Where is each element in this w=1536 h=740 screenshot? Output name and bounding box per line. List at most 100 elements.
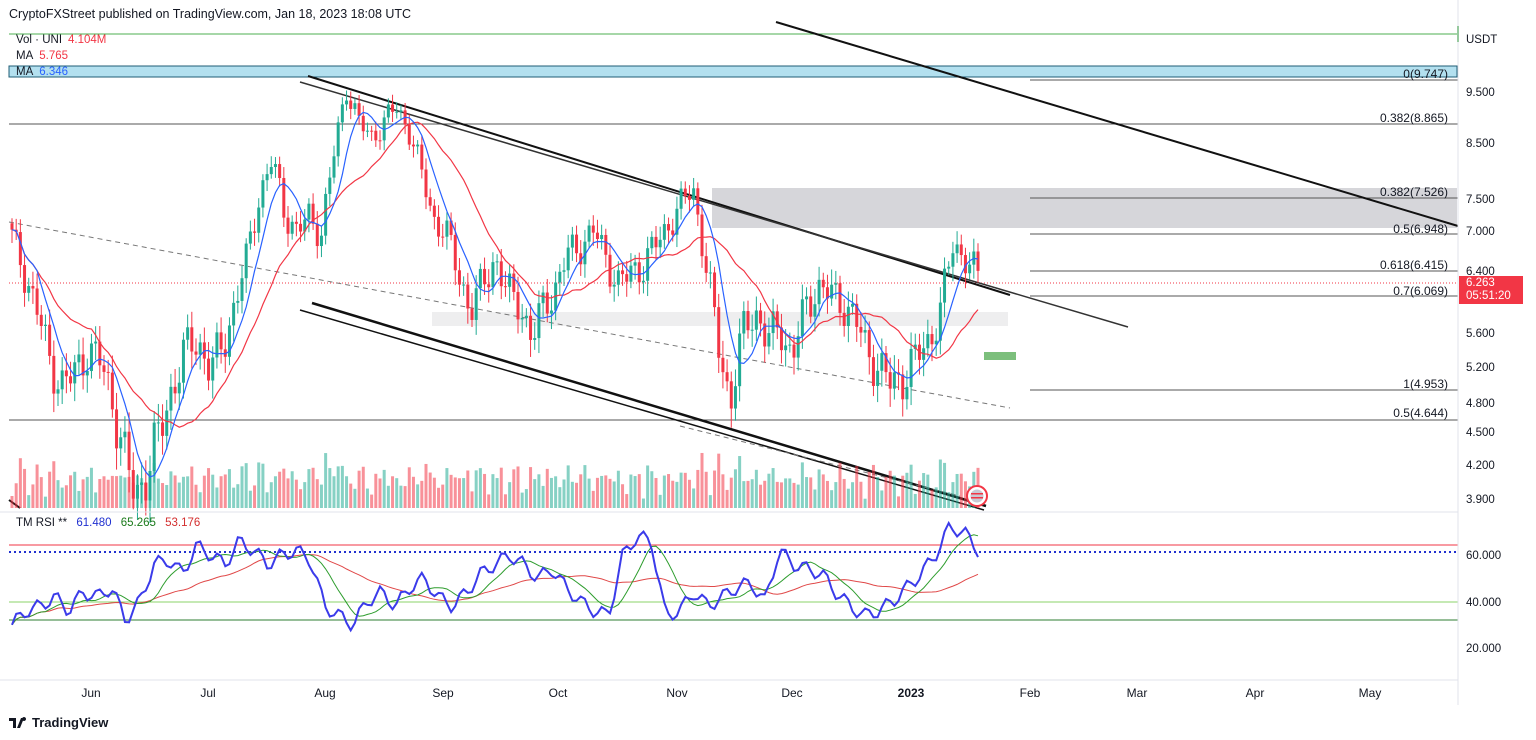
candle-body [286,217,290,234]
candle-body [934,340,938,345]
candle-body [675,208,679,235]
volume-bar [963,481,967,508]
volume-bar [813,489,817,508]
volume-bar [637,474,641,508]
us-flag-icon[interactable] [966,485,988,507]
volume-bar [328,468,332,508]
volume-bar [248,490,252,508]
candle-body [558,271,562,283]
volume-bar [834,482,838,508]
candle-body [696,188,700,215]
volume-bar [600,475,604,508]
volume-bar [81,479,85,508]
candle-body [692,188,696,200]
volume-bar [767,473,771,508]
candle-body [876,370,880,386]
volume-bar [232,487,236,508]
candle-body [495,261,499,263]
legend-ma-fast-label: MA [16,66,34,78]
candle-body [457,270,461,285]
publisher-header: CryptoFXStreet published on TradingView.… [9,7,412,21]
volume-bar [708,495,712,508]
ma-slow-line [11,121,979,428]
volume-bar [629,474,633,508]
candle-body [144,482,148,501]
fib-label: 0(9.747) [1403,67,1448,81]
candle-body [123,431,127,438]
volume-bar [633,476,637,508]
candle-body [570,234,574,248]
candle-body [775,311,779,328]
volume-bar [207,468,211,508]
candle-body [583,241,587,265]
fib-label: 0.618(6.415) [1380,258,1448,272]
candle-body [207,358,211,381]
candle-body [315,223,319,247]
volume-bar [825,480,829,508]
volume-bar [595,477,599,508]
candle-body [483,268,487,285]
candle-body [658,239,662,248]
volume-bar [119,475,123,508]
volume-bar [48,471,52,508]
volume-bar [520,492,524,508]
candle-body [892,372,896,389]
volume-bar [608,478,612,508]
volume-bar [721,474,725,508]
volume-bar [704,471,708,508]
volume-bar [754,469,758,508]
volume-bar [152,462,156,508]
volume-bar [365,488,369,508]
volume-bar [700,452,704,508]
candle-body [140,482,144,485]
candle-body [244,243,248,279]
volume-bar [156,478,160,508]
candle-body [223,349,227,357]
price-tick-label: 7.500 [1466,194,1495,206]
candle-body [131,470,135,499]
volume-bar [591,490,595,508]
candle-body [721,357,725,373]
volume-bar [876,476,880,508]
footer-brand: TradingView [32,715,109,730]
tradingview-logo[interactable]: TradingView [9,715,108,730]
time-tick-label: Nov [666,686,687,700]
volume-bar [604,475,608,508]
legend-vol: Vol · UNI 4.104M [16,33,106,48]
candle-body [156,422,160,424]
volume-bar [922,473,926,508]
volume-bar [959,473,963,508]
candle-body [943,268,947,303]
volume-bar [943,462,947,508]
volume-bar [947,492,951,508]
candle-body [520,317,524,320]
volume-bar [273,476,277,508]
price-tick-label: 8.500 [1466,138,1495,150]
volume-bar [428,472,432,508]
candle-body [545,292,549,314]
countdown-value: 05:51:20 [1466,290,1511,302]
volume-bar [177,482,181,508]
volume-bar [746,480,750,508]
volume-bar [658,494,662,508]
candle-body [976,251,980,271]
tradingview-icon [9,716,27,729]
candle-body [353,103,357,109]
candle-body [399,110,403,112]
fib-label: 0.382(7.526) [1380,185,1448,199]
candle-body [98,341,102,366]
volume-bar [424,463,428,508]
candle-body [424,169,428,198]
volume-bar [512,469,516,508]
candle-body [524,315,528,318]
volume-bar [307,469,311,508]
volume-bar [453,477,457,508]
volume-bar [399,485,403,508]
candle-body [94,341,98,344]
channel-top-line [307,75,1011,296]
volume-bar [742,481,746,508]
candle-body [700,214,704,257]
candle-body [89,343,93,372]
legend-ma-fast: MA 6.346 [16,65,68,80]
volume-bar [437,487,441,508]
